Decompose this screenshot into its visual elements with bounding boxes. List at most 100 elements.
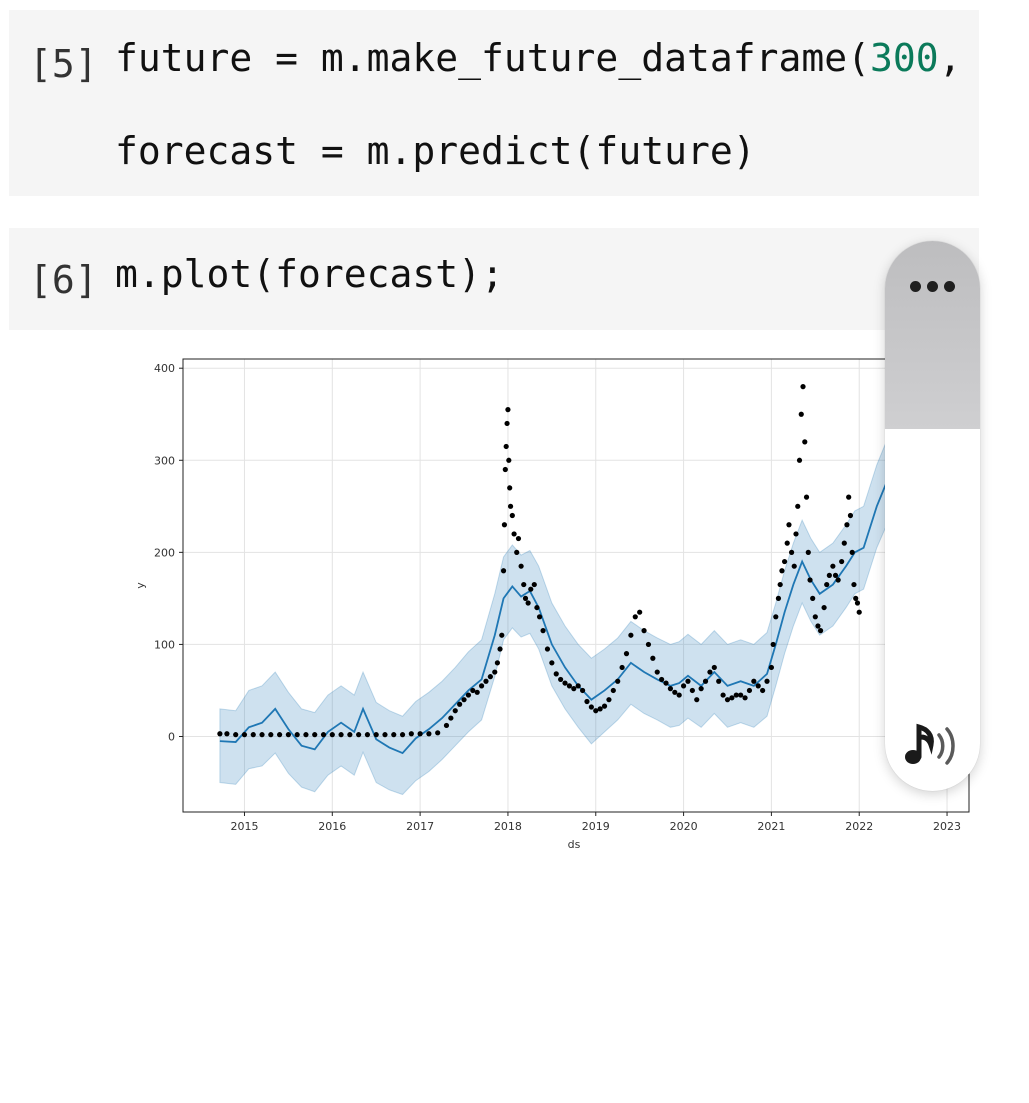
x-tick-label: 2020 bbox=[670, 820, 698, 833]
data-point bbox=[702, 678, 709, 684]
data-point bbox=[824, 581, 830, 588]
data-point bbox=[502, 466, 508, 473]
code-line[interactable]: future = m.make_future_dataframe(300, bbox=[115, 36, 962, 80]
data-point bbox=[504, 420, 510, 427]
data-point bbox=[803, 494, 810, 500]
music-note-sound-icon[interactable] bbox=[901, 717, 965, 769]
y-axis-label: y bbox=[134, 582, 147, 589]
x-tick-label: 2016 bbox=[318, 820, 346, 833]
data-point bbox=[738, 692, 744, 698]
more-horizontal-icon[interactable] bbox=[885, 271, 980, 301]
data-point bbox=[470, 687, 476, 694]
data-point bbox=[601, 703, 608, 709]
code-text: future = m.make_future_dataframe( bbox=[115, 36, 870, 80]
data-point bbox=[391, 732, 397, 738]
data-point bbox=[217, 731, 223, 737]
data-point bbox=[382, 732, 388, 738]
data-point bbox=[623, 651, 630, 657]
data-point bbox=[659, 676, 665, 683]
data-point bbox=[347, 732, 353, 738]
floating-side-panel[interactable] bbox=[885, 241, 980, 791]
code-line[interactable]: m.plot(forecast); bbox=[115, 252, 504, 296]
data-point bbox=[549, 660, 555, 666]
data-point bbox=[507, 485, 513, 491]
data-point bbox=[534, 604, 540, 611]
data-point bbox=[680, 683, 687, 689]
data-point bbox=[773, 614, 779, 620]
data-point bbox=[856, 609, 862, 615]
data-point bbox=[575, 683, 581, 689]
data-point bbox=[849, 549, 855, 555]
code-cell-6[interactable]: [6] m.plot(forecast); bbox=[9, 228, 979, 330]
data-point bbox=[399, 732, 406, 738]
data-point bbox=[448, 715, 454, 721]
data-point bbox=[499, 632, 505, 638]
forecast-line bbox=[219, 436, 929, 755]
y-tick-label: 400 bbox=[154, 362, 175, 375]
code-text: m.plot(forecast); bbox=[115, 252, 504, 296]
code-line[interactable]: forecast = m.predict(future) bbox=[115, 129, 756, 173]
data-point bbox=[478, 683, 485, 689]
code-text: forecast = m.predict(future) bbox=[115, 129, 756, 173]
data-point bbox=[593, 708, 599, 714]
data-point bbox=[606, 697, 612, 703]
data-point bbox=[501, 522, 508, 528]
data-point bbox=[356, 732, 362, 738]
data-point bbox=[632, 614, 638, 620]
x-tick-label: 2018 bbox=[494, 820, 522, 833]
data-point bbox=[676, 692, 682, 698]
data-point bbox=[562, 680, 568, 686]
x-tick-label: 2023 bbox=[933, 820, 961, 833]
data-point bbox=[373, 732, 379, 738]
data-point bbox=[815, 623, 821, 629]
data-point bbox=[742, 695, 748, 701]
data-point bbox=[610, 687, 616, 694]
x-tick-label: 2017 bbox=[406, 820, 434, 833]
x-tick-label: 2019 bbox=[582, 820, 610, 833]
data-point bbox=[770, 641, 776, 648]
data-point bbox=[518, 563, 524, 569]
code-text: , bbox=[938, 36, 962, 80]
data-point bbox=[802, 439, 808, 445]
data-point bbox=[685, 678, 691, 684]
data-point bbox=[461, 697, 467, 703]
data-point bbox=[689, 687, 695, 694]
data-point bbox=[784, 540, 790, 546]
data-point bbox=[645, 641, 652, 648]
data-point bbox=[800, 384, 806, 390]
data-point bbox=[641, 628, 647, 634]
data-point bbox=[457, 701, 463, 707]
data-point bbox=[844, 522, 850, 528]
data-point bbox=[672, 689, 678, 695]
data-point bbox=[789, 549, 795, 555]
data-point bbox=[826, 572, 832, 578]
y-tick-label: 100 bbox=[154, 638, 175, 651]
data-point bbox=[810, 595, 816, 601]
data-point bbox=[791, 563, 797, 569]
data-point bbox=[650, 655, 656, 661]
data-point bbox=[821, 604, 827, 611]
data-point bbox=[835, 577, 841, 583]
data-point bbox=[522, 595, 529, 601]
x-tick-label: 2022 bbox=[845, 820, 873, 833]
data-point bbox=[474, 689, 480, 695]
data-point bbox=[729, 695, 735, 701]
data-point bbox=[812, 614, 818, 620]
data-point bbox=[779, 568, 785, 574]
data-point bbox=[505, 407, 511, 413]
data-point bbox=[846, 494, 852, 500]
data-point bbox=[443, 722, 450, 729]
data-point bbox=[775, 595, 782, 601]
data-point bbox=[338, 732, 344, 738]
data-point bbox=[798, 411, 804, 417]
data-point bbox=[417, 731, 423, 737]
forecast-plot-output: 2015 2016 2017 2018 2019 2020 2021 2022 2023 0 100… bbox=[120, 345, 980, 865]
data-point bbox=[566, 683, 573, 689]
data-point bbox=[764, 678, 770, 684]
data-point bbox=[250, 732, 256, 738]
code-cell-5[interactable]: [5] future = m.make_future_dataframe(300… bbox=[9, 10, 979, 196]
data-point bbox=[720, 692, 726, 698]
panel-handle[interactable] bbox=[885, 241, 980, 429]
data-point bbox=[847, 512, 854, 519]
data-point bbox=[277, 732, 283, 738]
